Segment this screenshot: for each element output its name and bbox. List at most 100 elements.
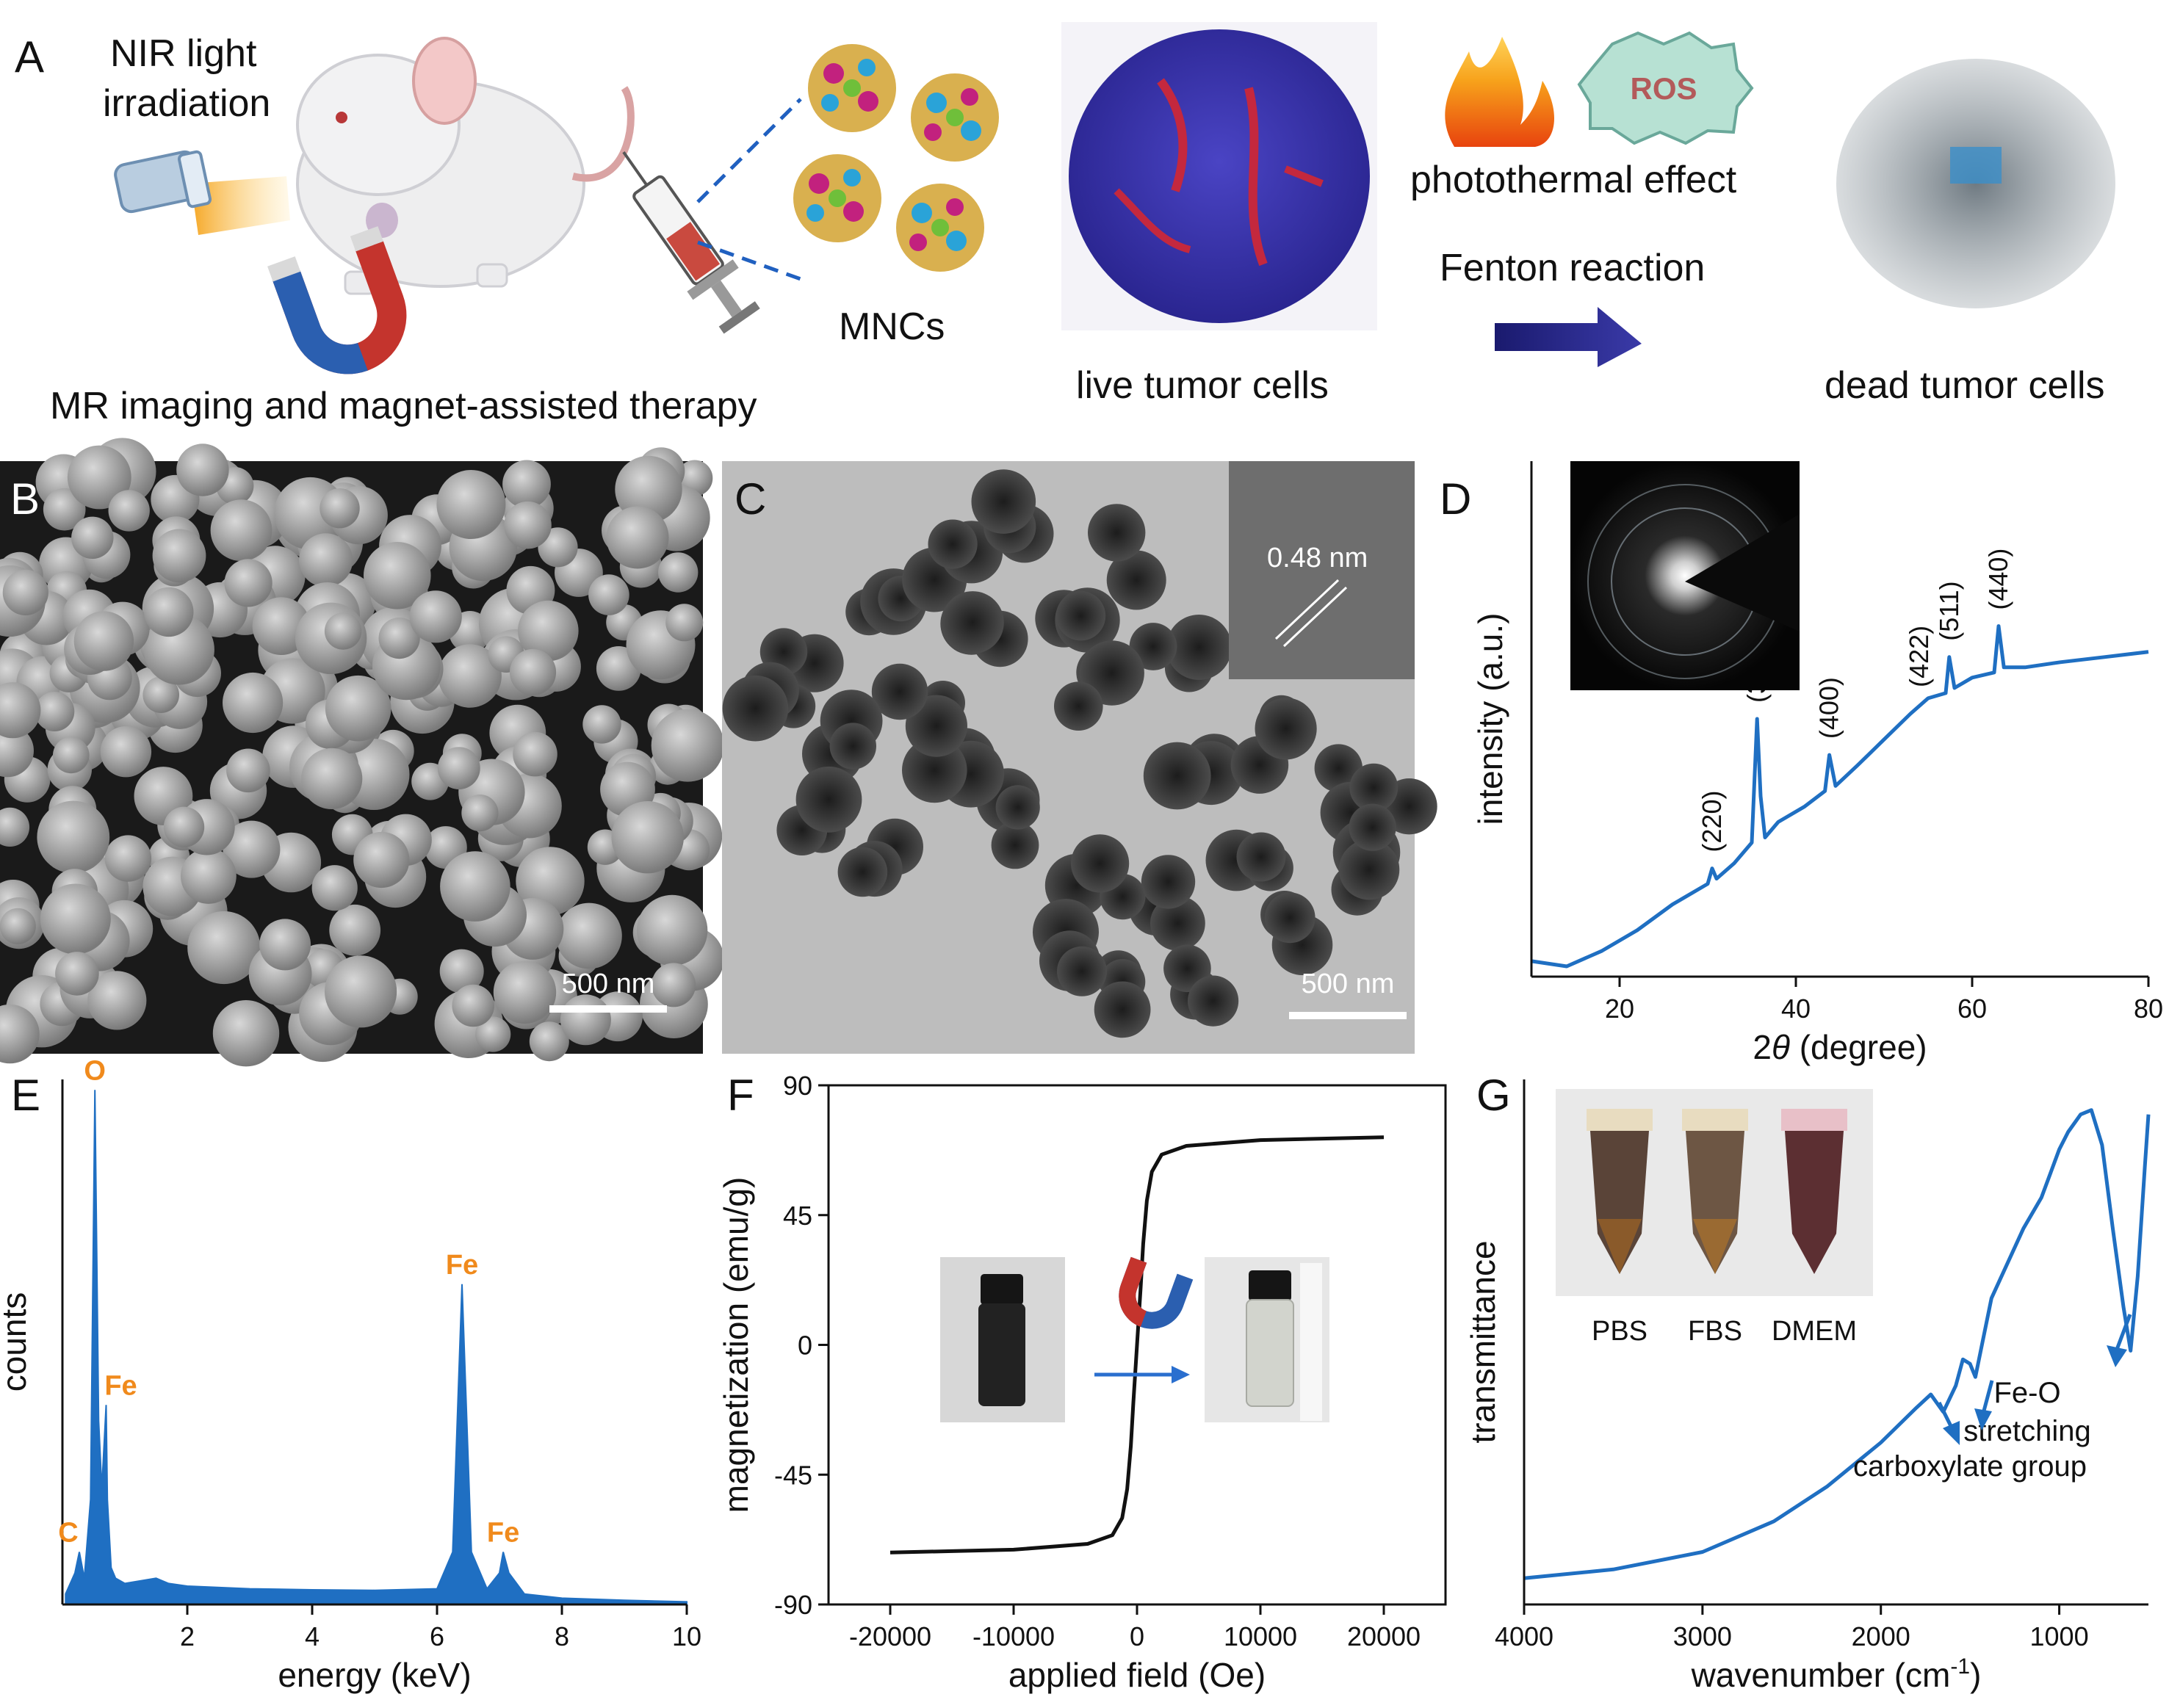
arrow-right-icon: [1495, 307, 1642, 367]
y-axis-label: intensity (a.u.): [1471, 613, 1509, 825]
sem-particle: [353, 831, 410, 889]
sem-particle: [611, 801, 684, 874]
sem-particle: [509, 648, 557, 696]
sem-particle: [212, 1000, 280, 1067]
x-tick-label: 20: [1605, 994, 1634, 1024]
sem-particle: [438, 644, 502, 708]
sem-particle: [67, 445, 131, 510]
sem-particle: [436, 470, 506, 539]
sem-particle: [502, 460, 551, 509]
sem-particle: [55, 952, 99, 996]
tem-particle: [1349, 763, 1399, 812]
tube-label-fbs: FBS: [1688, 1316, 1742, 1347]
tube-label-pbs: PBS: [1592, 1316, 1647, 1347]
arrow-carb-1: [1937, 1401, 1960, 1445]
tem-particle: [1094, 981, 1151, 1038]
y-axis-label: transmittance: [1464, 1240, 1502, 1443]
sem-particle: [224, 559, 273, 607]
sem-particle: [529, 1021, 569, 1062]
tem-particle: [1143, 742, 1211, 810]
sem-particle: [144, 587, 194, 637]
tem-particle: [1188, 975, 1239, 1027]
arrow-right-icon: [1094, 1366, 1190, 1383]
nir-label-line1: NIR light: [110, 32, 257, 75]
fenton-label: Fenton reaction: [1440, 247, 1705, 289]
dead-tumor-illustration: [1836, 59, 2115, 308]
series-line: [1523, 1108, 2151, 1580]
sem-particle: [142, 676, 179, 713]
panel-letter-d: D: [1440, 474, 1471, 524]
panel-f: F -20000 -10000 0 10000 20000 -90 -45 0 45 90 appl…: [717, 1071, 1447, 1694]
mnc-clusters: [793, 44, 999, 272]
x-axis-label: applied field (Oe): [1008, 1656, 1266, 1694]
x-tick-label: 20000: [1347, 1621, 1421, 1651]
arrow-feo: [2107, 1314, 2132, 1367]
scale-label-b: 500 nm: [562, 969, 655, 999]
sem-particle: [176, 444, 229, 496]
sem-particle: [665, 604, 704, 642]
x-tick-label: 10000: [1224, 1621, 1297, 1651]
fire-icon: [1445, 37, 1555, 147]
x-axis-label: wavenumber (cm-1): [1691, 1654, 1982, 1694]
sem-particle: [104, 835, 152, 882]
panel-letter-c: C: [735, 474, 766, 524]
peak-label: (440): [1983, 549, 2013, 610]
tem-particle: [928, 519, 978, 569]
y-tick-label: -45: [774, 1460, 812, 1490]
tem-particle: [1071, 834, 1130, 893]
x-tick-label: -10000: [972, 1621, 1055, 1651]
tem-particle: [1055, 591, 1106, 641]
tem-particle: [871, 663, 928, 720]
zoom-line-bottom: [697, 240, 801, 281]
sem-particle: [560, 994, 611, 1046]
dark-vial-photo: [940, 1257, 1065, 1422]
sem-particle: [409, 590, 462, 643]
sem-particle: [210, 499, 273, 562]
panel-letter-b: B: [10, 474, 40, 524]
x-tick-label: -20000: [849, 1621, 931, 1651]
x-tick-label: 4000: [1495, 1621, 1553, 1651]
sem-particle: [364, 542, 431, 609]
sem-particle: [475, 1016, 511, 1052]
element-label: Fe: [104, 1370, 137, 1401]
series-line: [889, 1135, 1385, 1555]
sem-particle: [71, 516, 114, 559]
mouse-illustration: [296, 37, 635, 295]
tem-particle: [1057, 946, 1107, 996]
chart-d: 20 40 60 80 2θ (degree) intensity (a.u.) (220)…: [1471, 461, 2163, 1066]
series-line: [1531, 624, 2149, 969]
sem-particle: [311, 865, 358, 911]
panel-c: C 0.48 nm 500 nm: [722, 461, 1437, 1054]
sem-particle: [504, 501, 552, 549]
lattice-line-1: [1274, 579, 1340, 640]
sem-particle: [615, 455, 682, 524]
element-label: Fe: [487, 1518, 519, 1549]
tem-particle: [1150, 895, 1205, 951]
sem-particle: [40, 883, 111, 955]
sem-particle: [223, 820, 281, 878]
sem-particle: [636, 894, 708, 966]
sem-particle: [658, 552, 699, 593]
zoom-line-top: [696, 98, 802, 203]
sem-particle: [588, 574, 629, 615]
sem-particle: [439, 949, 484, 994]
y-axis-label: counts: [0, 1292, 33, 1392]
tem-particle: [1166, 615, 1232, 680]
tem-particle: [829, 723, 877, 770]
x-axis-label: energy (keV): [278, 1656, 471, 1694]
sem-particle: [100, 726, 152, 778]
sem-particle: [652, 963, 696, 1007]
tem-particle: [1141, 855, 1196, 909]
lattice-spacing-label: 0.48 nm: [1267, 543, 1368, 573]
tem-particle: [837, 847, 888, 897]
sem-particle: [223, 672, 284, 734]
sem-particle: [440, 851, 510, 922]
tem-particle: [795, 766, 862, 833]
tubes-photo: [1556, 1089, 1873, 1296]
clear-vial-photo: [1205, 1257, 1329, 1422]
sem-particle: [461, 795, 499, 832]
sem-particle: [556, 902, 622, 969]
lattice-line-2: [1282, 586, 1348, 648]
sem-particle: [0, 1004, 40, 1064]
